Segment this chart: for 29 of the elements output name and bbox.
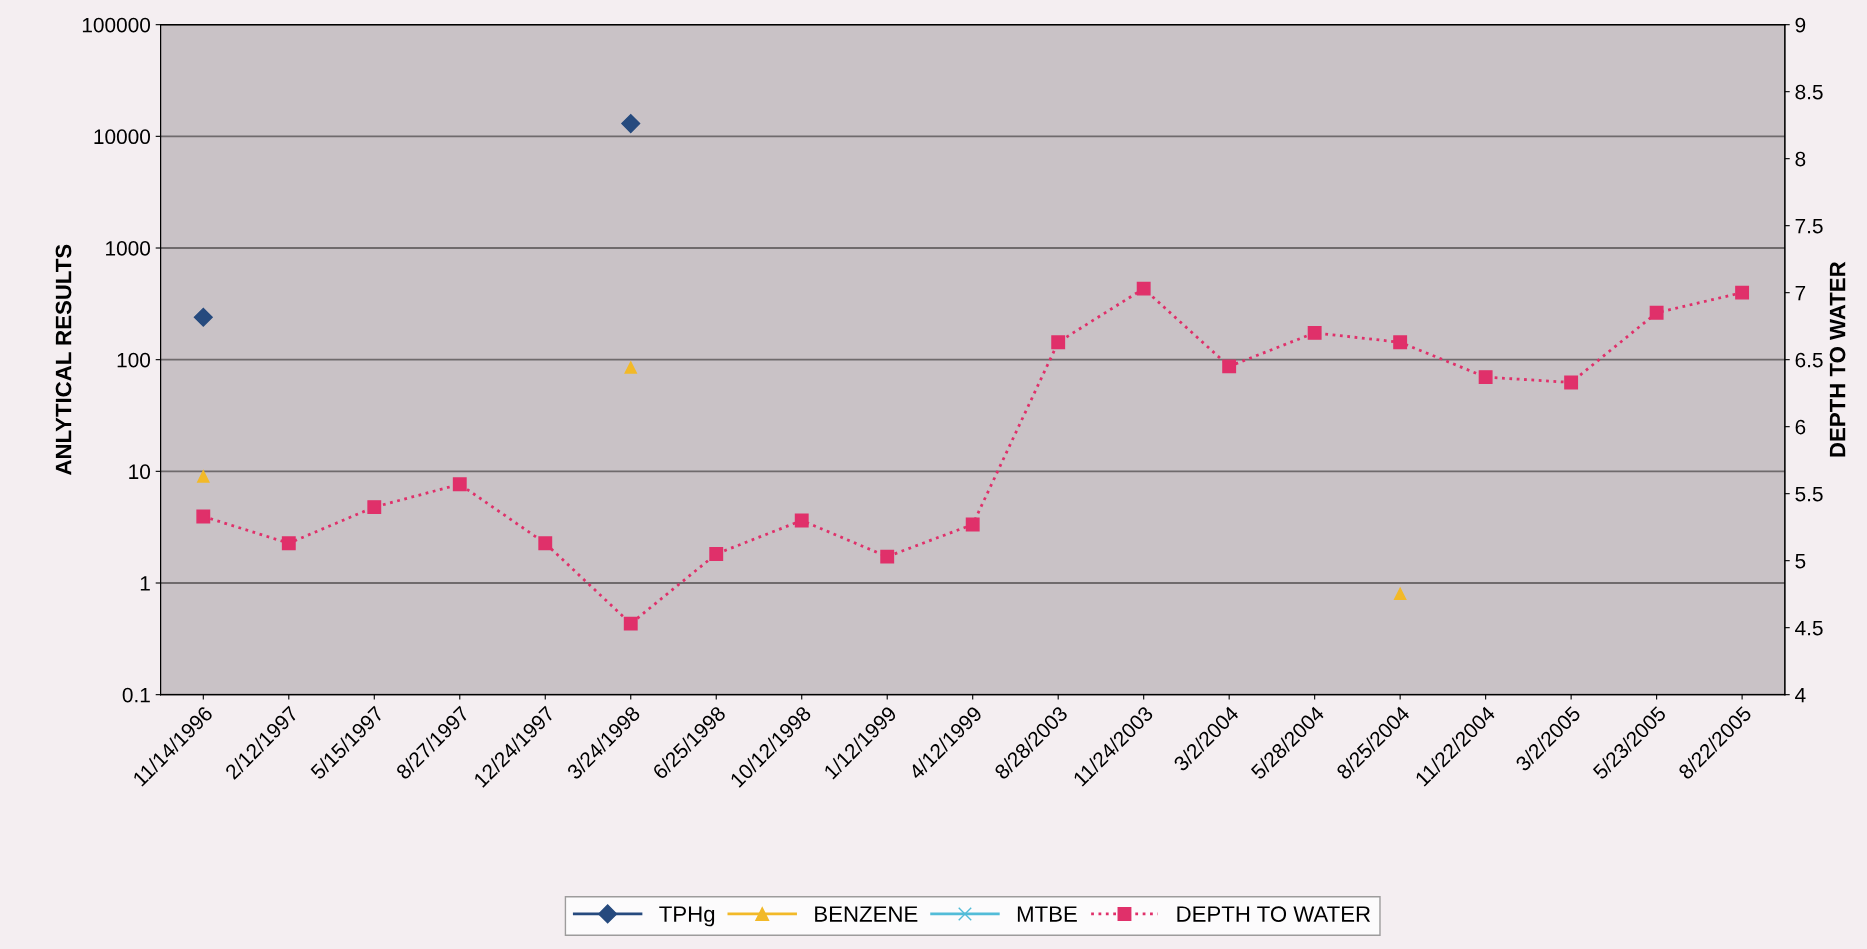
point: [193, 307, 213, 327]
y2-tick-label: 7.5: [1795, 218, 1823, 234]
y-tick-label: 10000: [94, 129, 151, 145]
y2-tick-label: 6: [1795, 419, 1806, 435]
legend-label: DEPTH TO WATER: [1177, 906, 1371, 922]
y-axis-title: ANLYTICAL RESULTS: [55, 244, 72, 475]
y-tick-label: 100: [117, 352, 151, 368]
point: [197, 470, 210, 483]
y2-tick-label: 8: [1795, 151, 1806, 167]
legend-label: MTBE: [1017, 906, 1077, 922]
y2-tick-label: 9: [1795, 17, 1806, 33]
y2-tick-label: 4: [1795, 687, 1806, 703]
y-tick-label: 1000: [106, 241, 151, 256]
y2-tick-label: 5.5: [1795, 486, 1823, 502]
y2-tick-label: 6.5: [1795, 352, 1823, 368]
y2-axis-title: DEPTH TO WATER: [1829, 261, 1846, 457]
y-tick-label: 10: [129, 464, 151, 480]
point: [1393, 587, 1407, 601]
y2-tick-label: 8.5: [1795, 84, 1823, 100]
y2-tick-label: 4.5: [1795, 620, 1823, 636]
y2-tick-label: 7: [1795, 285, 1806, 301]
y2-tick-label: 5: [1795, 553, 1806, 569]
y-tick-label: 0.1: [122, 687, 150, 703]
point: [621, 114, 641, 134]
y-tick-label: 1: [140, 576, 150, 591]
point: [624, 361, 638, 374]
legend-label: BENZENE: [815, 906, 918, 922]
y-tick-label: 100000: [82, 17, 151, 33]
legend-label: TPHg: [659, 906, 715, 927]
